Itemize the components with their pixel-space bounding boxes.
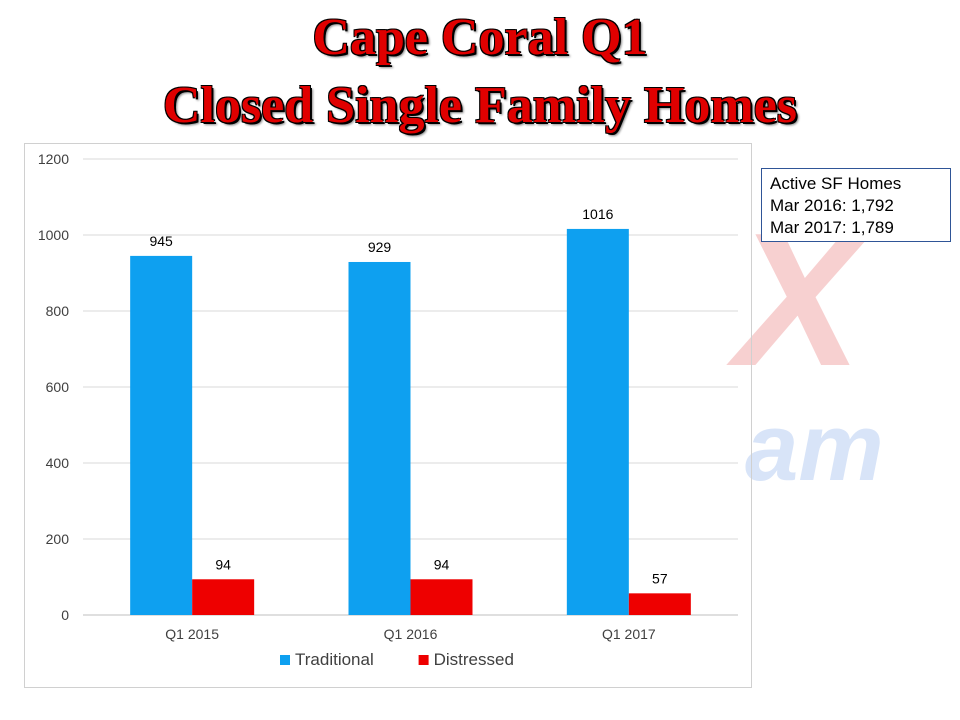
legend-label-traditional: Traditional [295, 650, 374, 669]
legend-swatch-traditional [280, 655, 290, 665]
y-tick-label: 1200 [38, 151, 69, 167]
bar-distressed [628, 593, 691, 615]
data-label: 94 [434, 556, 450, 572]
bar-distressed [192, 579, 255, 615]
y-tick-label: 400 [46, 455, 70, 471]
x-tick-label: Q1 2017 [602, 626, 656, 642]
legend-label-distressed: Distressed [434, 650, 514, 669]
watermark-script: am [745, 394, 884, 501]
info-box-mar-2016: Mar 2016: 1,792 [770, 196, 894, 215]
chart-title-line-1: Cape Coral Q1 [312, 9, 648, 66]
info-box-heading: Active SF Homes [770, 174, 902, 193]
bar-traditional [130, 255, 193, 615]
data-label: 94 [215, 556, 231, 572]
bar-chart: 0 200 400 600 800 1000 1200 Q1 2015 945 94 Q1 2016… [38, 151, 738, 669]
data-label: 945 [149, 233, 173, 249]
active-homes-info-box: Active SF Homes Mar 2016: 1,792 Mar 2017… [761, 168, 951, 242]
info-box-mar-2017: Mar 2017: 1,789 [770, 218, 894, 237]
bar-traditional [348, 261, 411, 615]
bar-traditional [566, 228, 629, 616]
chart-container: 0 200 400 600 800 1000 1200 Q1 2015 945 94 Q1 2016… [24, 143, 752, 688]
data-label: 57 [652, 570, 668, 586]
y-tick-label: 800 [46, 303, 70, 319]
y-tick-label: 1000 [38, 227, 69, 243]
x-tick-label: Q1 2016 [384, 626, 438, 642]
data-label: 929 [368, 239, 392, 255]
data-label: 1016 [582, 206, 613, 222]
x-tick-label: Q1 2015 [165, 626, 219, 642]
y-tick-label: 600 [46, 379, 70, 395]
y-tick-label: 200 [46, 531, 70, 547]
legend-swatch-distressed [418, 655, 429, 665]
chart-title-line-2: Closed Single Family Homes [162, 77, 798, 134]
bar-distressed [410, 579, 473, 615]
y-tick-label: 0 [61, 607, 69, 623]
